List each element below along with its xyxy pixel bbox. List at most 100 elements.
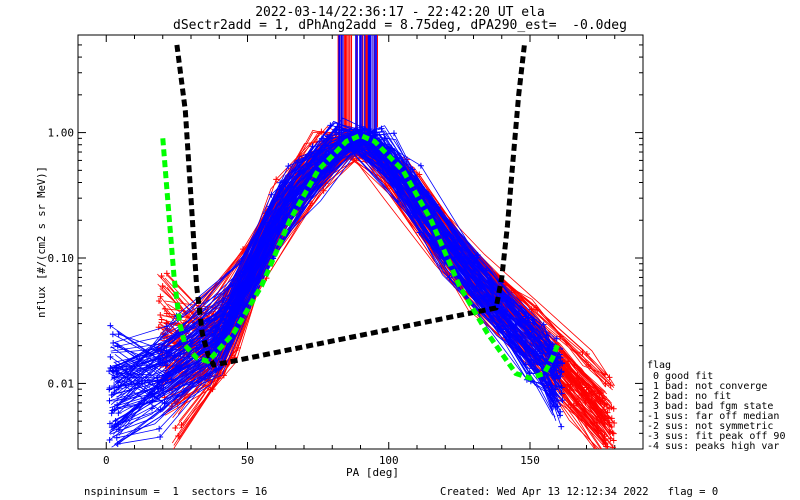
data-point: [608, 423, 615, 430]
data-point: [583, 350, 590, 357]
series-line: [113, 146, 558, 391]
data-point: [163, 270, 170, 277]
data-point: [533, 305, 540, 312]
data-point: [115, 410, 122, 417]
data-point: [610, 437, 617, 444]
series-line: [115, 136, 560, 386]
data-point: [163, 310, 170, 317]
x-tick-label: 100: [379, 454, 399, 467]
data-point: [154, 347, 161, 354]
footer-left: nspininsum = 1 sectors = 16: [84, 486, 268, 498]
data-point: [275, 216, 282, 223]
data-point: [106, 386, 113, 393]
data-point: [267, 236, 274, 243]
series-line: [118, 142, 563, 414]
chart-subtitle: dSectr2add = 1, dPhAng2add = 8.75deg, dP…: [173, 18, 627, 33]
data-point: [381, 135, 388, 142]
legend-item: -2 sus: not symmetric: [647, 421, 774, 432]
data-point: [157, 434, 164, 441]
data-point: [394, 189, 401, 196]
legend-item: 0 good fit: [647, 371, 714, 382]
series-line: [113, 141, 558, 383]
data-point: [446, 274, 453, 281]
data-point: [588, 388, 595, 395]
series-line: [112, 139, 557, 411]
data-point: [606, 374, 613, 381]
data-point: [346, 141, 353, 148]
series-line: [114, 131, 559, 386]
series-line: [117, 150, 562, 408]
data-point: [106, 397, 113, 404]
data-point: [209, 386, 216, 393]
data-point: [107, 322, 114, 329]
data-point: [163, 323, 170, 330]
legend-title: flag: [647, 360, 672, 371]
series-line: [113, 128, 557, 344]
data-point: [268, 191, 275, 198]
legend-item: -4 sus: peaks high var: [647, 441, 780, 452]
data-point: [607, 435, 614, 442]
data-point: [378, 125, 385, 132]
data-point: [155, 298, 162, 305]
data-point: [610, 405, 617, 412]
data-point: [540, 374, 547, 381]
y-tick-label: 0.10: [48, 252, 75, 265]
x-tick-label: 150: [520, 454, 540, 467]
data-point: [579, 349, 586, 356]
data-point: [113, 434, 120, 441]
data-point: [154, 374, 161, 381]
data-point: [394, 174, 401, 181]
data-point: [553, 335, 560, 342]
fit-curve-green: [160, 132, 561, 381]
data-point: [309, 143, 316, 150]
data-point: [528, 306, 535, 313]
data-point: [586, 395, 593, 402]
data-point: [554, 403, 561, 410]
data-point: [114, 370, 121, 377]
series-line: [116, 138, 561, 369]
legend-item: -1 sus: far off median: [647, 411, 780, 422]
data-point: [549, 364, 556, 371]
legend-item: 3 bad: bad fgm state: [647, 401, 774, 412]
series-line: [112, 152, 557, 402]
data-point: [157, 293, 164, 300]
data-point: [604, 443, 611, 449]
x-axis-label: PA [deg]: [346, 466, 399, 479]
data-point: [111, 423, 118, 430]
data-point: [178, 421, 185, 428]
legend-item: 1 bad: not converge: [647, 381, 768, 392]
data-point: [108, 410, 115, 417]
data-point: [110, 339, 117, 346]
data-point: [157, 311, 164, 318]
legend-item: -3 sus: fit peak off 90: [647, 431, 786, 442]
data-point: [273, 176, 280, 183]
data-point: [567, 401, 574, 408]
data-point: [320, 187, 327, 194]
data-point: [609, 444, 616, 449]
data-point: [158, 316, 165, 323]
x-tick-label: 50: [241, 454, 254, 467]
data-point: [610, 430, 617, 437]
data-point: [285, 163, 292, 170]
data-point: [559, 397, 566, 404]
series-line: [161, 130, 600, 435]
data-point: [106, 368, 113, 375]
data-point: [608, 415, 615, 422]
data-point: [557, 354, 564, 361]
fit-curve-black: [174, 44, 527, 368]
data-point: [553, 383, 560, 390]
data-point: [107, 353, 114, 360]
data-point: [115, 331, 122, 338]
y-tick-label: 1.00: [48, 127, 75, 140]
data-point: [538, 350, 545, 357]
x-tick-label: 0: [103, 454, 110, 467]
series-line: [108, 143, 553, 372]
data-point: [354, 142, 361, 149]
data-area: [106, 35, 618, 449]
data-point: [111, 374, 118, 381]
data-point: [218, 336, 225, 343]
data-point: [558, 423, 565, 430]
data-point: [557, 408, 564, 415]
data-point: [390, 130, 397, 137]
